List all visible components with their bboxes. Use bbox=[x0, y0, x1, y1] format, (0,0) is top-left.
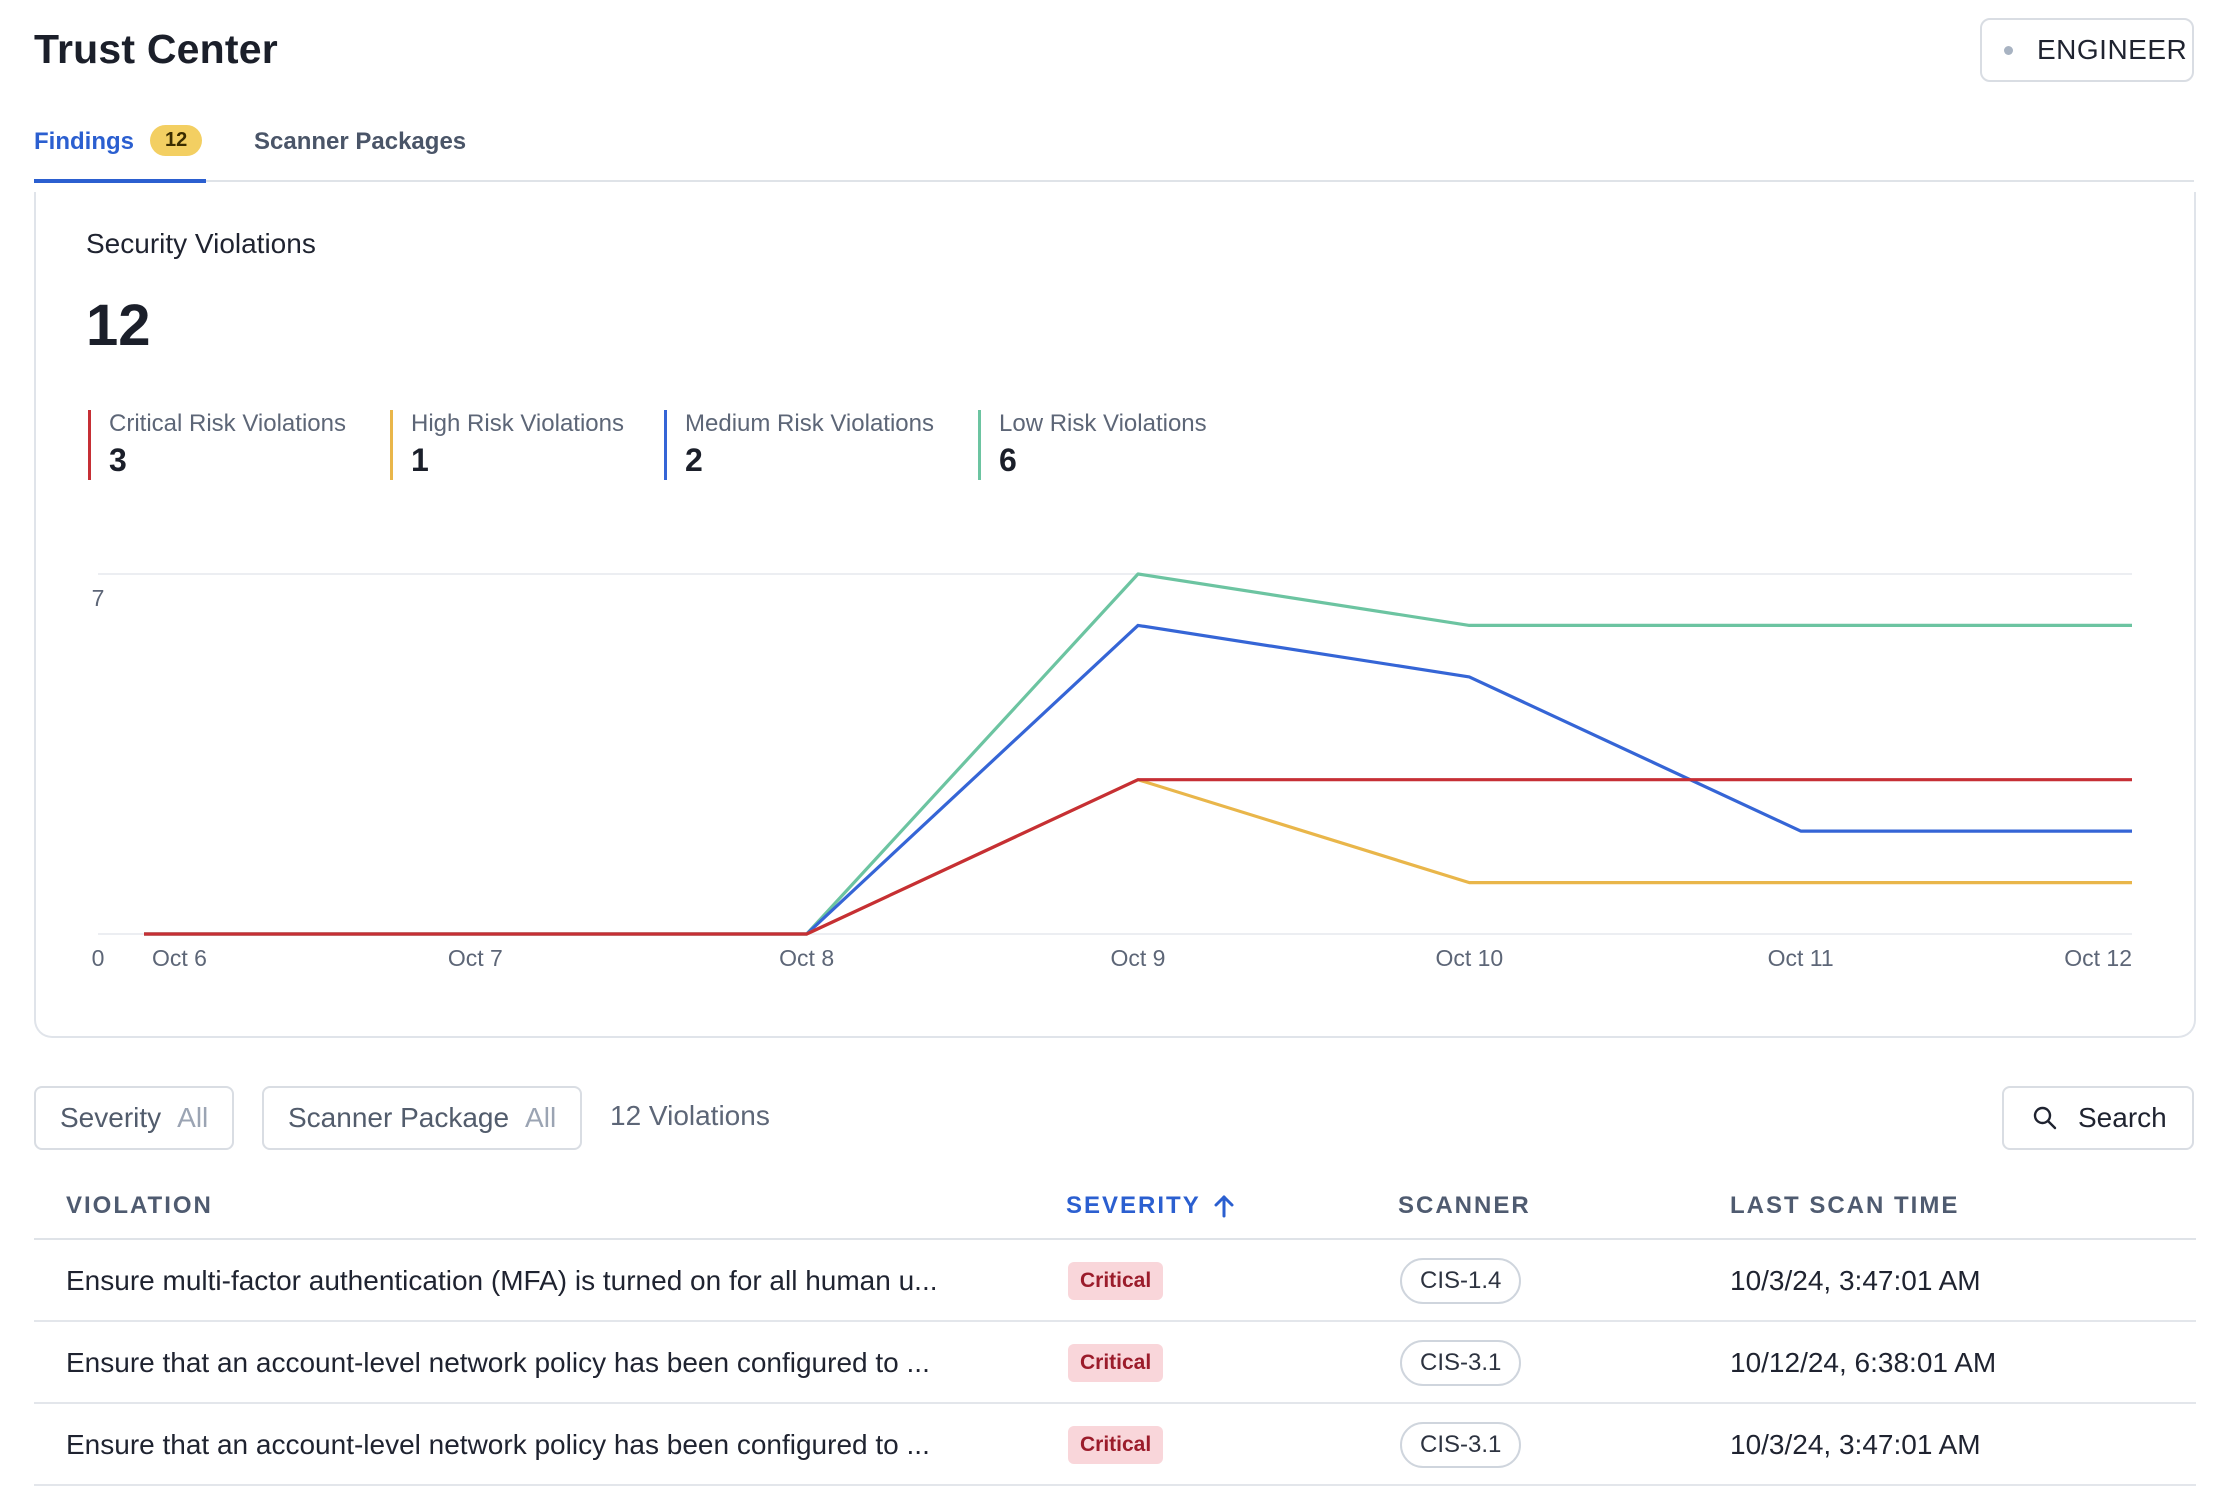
card-title: Security Violations bbox=[86, 228, 316, 259]
table-row[interactable]: Ensure that an account-level network pol… bbox=[34, 1322, 2196, 1404]
last-scan-time-cell: 10/3/24, 3:47:01 AM bbox=[1730, 1265, 1981, 1296]
search-label: Search bbox=[2078, 1102, 2167, 1133]
x-tick-label: Oct 11 bbox=[1768, 945, 1834, 971]
x-tick-label: Oct 6 bbox=[152, 945, 207, 971]
column-header-last-scan-time[interactable]: LAST SCAN TIME bbox=[1730, 1192, 1960, 1219]
total-violations: 12 bbox=[86, 293, 151, 358]
arrow-up-icon bbox=[1214, 1195, 1234, 1218]
violations-table: VIOLATION SEVERITY SCANNER LAST SCAN TIM… bbox=[34, 1170, 2196, 1486]
legend-medium-label: Medium Risk Violations bbox=[685, 410, 934, 437]
legend-medium: Medium Risk Violations 2 bbox=[664, 410, 934, 480]
x-tick-label: Oct 10 bbox=[1435, 945, 1503, 971]
severity-filter-label: Severity bbox=[60, 1102, 162, 1133]
legend-critical-label: Critical Risk Violations bbox=[109, 410, 346, 437]
scanner-pill: CIS-3.1 bbox=[1400, 1340, 1522, 1386]
series-line-critical-risk-violations bbox=[144, 778, 2132, 936]
tab-bar: Findings 12 Scanner Packages bbox=[34, 118, 2194, 183]
violation-cell: Ensure that an account-level network pol… bbox=[66, 1429, 930, 1460]
severity-badge: Critical bbox=[1068, 1344, 1164, 1382]
table-row[interactable]: Ensure that an account-level network pol… bbox=[34, 1404, 2196, 1486]
last-scan-time-cell: 10/3/24, 3:47:01 AM bbox=[1730, 1429, 1981, 1460]
search-icon bbox=[2033, 1106, 2057, 1130]
table-header: VIOLATION SEVERITY SCANNER LAST SCAN TIM… bbox=[34, 1170, 2196, 1240]
scanner-pill: CIS-3.1 bbox=[1400, 1422, 1522, 1468]
column-header-violation[interactable]: VIOLATION bbox=[66, 1192, 213, 1219]
violations-trend-chart: 0 7 Oct 6 Oct 7 Oct 8 Oct 9 Oct 10 Oct 11 Oct 12 bbox=[92, 572, 2132, 971]
series-line-low-risk-violations bbox=[144, 572, 2132, 936]
violation-cell: Ensure that an account-level network pol… bbox=[66, 1347, 930, 1378]
status-dot-icon bbox=[2004, 45, 2013, 55]
role-button[interactable]: ENGINEER bbox=[1980, 18, 2194, 82]
legend-critical: Critical Risk Violations 3 bbox=[88, 410, 346, 480]
violations-count: 12 Violations bbox=[610, 1100, 770, 1131]
tab-scanner-packages-label: Scanner Packages bbox=[254, 128, 467, 155]
severity-badge: Critical bbox=[1068, 1426, 1164, 1464]
x-tick-label: Oct 7 bbox=[448, 945, 503, 971]
x-tick-label: Oct 12 bbox=[2064, 945, 2132, 971]
legend-high-label: High Risk Violations bbox=[411, 410, 624, 437]
scanner-package-filter-label: Scanner Package bbox=[288, 1102, 510, 1133]
table-row[interactable]: Ensure multi-factor authentication (MFA)… bbox=[34, 1240, 2196, 1322]
legend-low-value: 6 bbox=[999, 442, 1017, 478]
tab-scanner-packages[interactable]: Scanner Packages bbox=[254, 118, 466, 182]
column-header-severity[interactable]: SEVERITY bbox=[1066, 1192, 1235, 1220]
violations-chart-card: Security Violations 12 Critical Risk Vio… bbox=[34, 192, 2196, 1038]
legend-low: Low Risk Violations 6 bbox=[978, 410, 1207, 480]
role-label: ENGINEER bbox=[2037, 34, 2188, 65]
violation-cell: Ensure multi-factor authentication (MFA)… bbox=[66, 1265, 938, 1296]
y-tick-label: 7 bbox=[92, 585, 105, 611]
x-tick-label: Oct 8 bbox=[779, 945, 834, 971]
severity-filter[interactable]: Severity All bbox=[34, 1086, 235, 1150]
last-scan-time-cell: 10/12/24, 6:38:01 AM bbox=[1730, 1347, 1997, 1378]
severity-filter-value: All bbox=[177, 1102, 209, 1133]
scanner-package-filter[interactable]: Scanner Package All bbox=[262, 1086, 583, 1150]
y-tick-label: 0 bbox=[92, 945, 105, 971]
search-button[interactable]: Search bbox=[2002, 1086, 2194, 1150]
page-title: Trust Center bbox=[34, 26, 278, 72]
findings-count-badge: 12 bbox=[149, 125, 203, 156]
series-line-high-risk-violations bbox=[144, 778, 2132, 936]
column-header-severity-label: SEVERITY bbox=[1066, 1192, 1201, 1219]
legend-high-value: 1 bbox=[411, 442, 429, 478]
legend-low-label: Low Risk Violations bbox=[999, 410, 1207, 437]
column-header-scanner[interactable]: SCANNER bbox=[1398, 1192, 1531, 1219]
scanner-pill: CIS-1.4 bbox=[1400, 1258, 1522, 1304]
tab-findings[interactable]: Findings 12 bbox=[34, 118, 206, 183]
legend-medium-value: 2 bbox=[685, 442, 703, 478]
severity-badge: Critical bbox=[1068, 1262, 1164, 1300]
tab-findings-label: Findings bbox=[34, 128, 134, 155]
scanner-package-filter-value: All bbox=[525, 1102, 557, 1133]
x-tick-label: Oct 9 bbox=[1111, 945, 1166, 971]
legend-critical-value: 3 bbox=[109, 442, 127, 478]
legend-high: High Risk Violations 1 bbox=[390, 410, 624, 480]
